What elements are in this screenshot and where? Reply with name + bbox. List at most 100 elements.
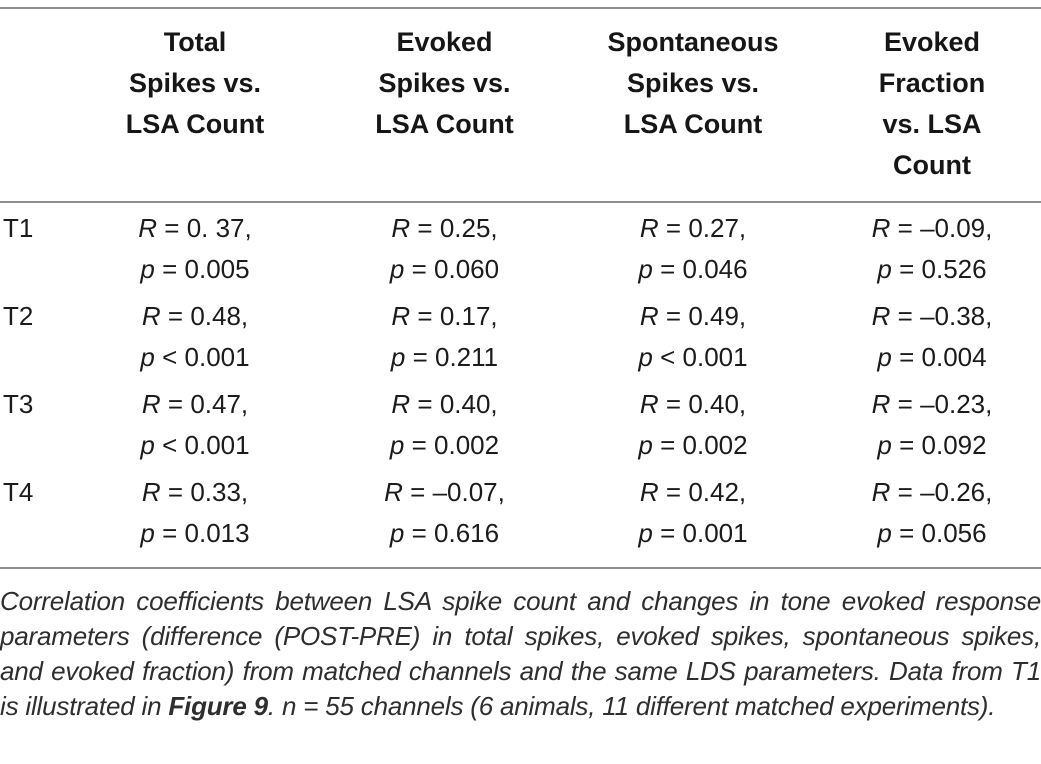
table-cell: R = 0.40, p = 0.002 [326, 379, 563, 467]
table-cell: R = 0.25, p = 0.060 [326, 202, 563, 291]
column-header-evoked-spikes: Evoked Spikes vs. LSA Count [326, 8, 563, 203]
r-line: R = 0.25, [326, 208, 563, 249]
r-symbol: R [639, 389, 659, 419]
correlation-table: Total Spikes vs. LSA Count Evoked Spikes… [0, 7, 1041, 569]
p-line: p < 0.001 [563, 337, 823, 378]
r-value: = 0.25, [417, 213, 498, 243]
r-symbol: R [639, 213, 659, 243]
r-value: = 0.40, [417, 389, 498, 419]
r-line: R = 0.40, [326, 384, 563, 425]
p-value: = 0.004 [899, 342, 987, 372]
table-row-t4: T4 R = 0.33, p = 0.013 R = –0.07, p = 0.616 … [0, 467, 1041, 568]
p-line: p = 0.211 [326, 337, 563, 378]
table-cell: R = 0. 37, p = 0.005 [64, 202, 326, 291]
r-line: R = 0.49, [563, 296, 823, 337]
r-symbol: R [639, 477, 659, 507]
column-header-spontaneous-spikes: Spontaneous Spikes vs. LSA Count [563, 8, 823, 203]
r-symbol: R [391, 213, 411, 243]
r-line: R = 0.40, [563, 384, 823, 425]
r-value: = –0.09, [897, 213, 993, 243]
p-value: = 0.013 [162, 518, 250, 548]
p-value: = 0.002 [411, 430, 500, 460]
paper-table-figure: Total Spikes vs. LSA Count Evoked Spikes… [0, 7, 1041, 724]
table-cell: R = –0.23, p = 0.092 [823, 379, 1041, 467]
caption-text-part2: . n = 55 channels (6 animals, 11 differe… [267, 691, 996, 721]
r-symbol: R [384, 477, 403, 507]
p-value: < 0.001 [162, 342, 250, 372]
r-value: = –0.07, [410, 477, 505, 507]
caption-text-part1: Correlation coefficients between LSA spi… [0, 586, 1041, 721]
p-line: p = 0.002 [563, 425, 823, 466]
r-symbol: R [138, 213, 158, 243]
table-cell: R = 0.48, p < 0.001 [64, 291, 326, 379]
p-value: = 0.616 [411, 518, 500, 548]
r-value: = 0.47, [167, 389, 249, 419]
r-value: = 0.17, [417, 301, 498, 331]
p-line: p = 0.526 [823, 249, 1041, 290]
p-symbol: p [140, 342, 155, 372]
r-value: = –0.23, [897, 389, 993, 419]
r-line: R = –0.26, [823, 472, 1041, 513]
r-line: R = 0.27, [563, 208, 823, 249]
p-value: = 0.060 [411, 254, 500, 284]
table-cell: R = 0.40, p = 0.002 [563, 379, 823, 467]
p-line: p = 0.056 [823, 513, 1041, 554]
p-value: < 0.001 [660, 342, 748, 372]
p-symbol: p [877, 518, 892, 548]
r-value: = 0.49, [665, 301, 747, 331]
p-line: p = 0.002 [326, 425, 563, 466]
p-value: = 0.046 [660, 254, 748, 284]
p-value: = 0.092 [899, 430, 987, 460]
row-label-header [0, 8, 64, 203]
table-cell: R = –0.07, p = 0.616 [326, 467, 563, 568]
row-label: T1 [3, 213, 34, 243]
table-cell: R = –0.09, p = 0.526 [823, 202, 1041, 291]
table-cell: R = 0.49, p < 0.001 [563, 291, 823, 379]
row-label: T4 [3, 477, 34, 507]
r-line: R = –0.07, [326, 472, 563, 513]
table-row-t3: T3 R = 0.47, p < 0.001 R = 0.40, p = 0.002 R… [0, 379, 1041, 467]
table-cell: R = 0.42, p = 0.001 [563, 467, 823, 568]
r-symbol: R [871, 389, 891, 419]
r-line: R = –0.38, [823, 296, 1041, 337]
p-value: = 0.526 [899, 254, 987, 284]
r-line: R = 0.42, [563, 472, 823, 513]
r-symbol: R [141, 301, 161, 331]
p-line: p = 0.005 [64, 249, 326, 290]
table-cell: R = 0.17, p = 0.211 [326, 291, 563, 379]
table-cell: R = 0.33, p = 0.013 [64, 467, 326, 568]
r-symbol: R [871, 301, 891, 331]
p-value: = 0.056 [899, 518, 987, 548]
p-symbol: p [877, 342, 892, 372]
r-symbol: R [639, 301, 659, 331]
r-symbol: R [141, 389, 161, 419]
r-value: = 0.42, [665, 477, 747, 507]
r-line: R = –0.09, [823, 208, 1041, 249]
p-symbol: p [638, 518, 653, 548]
r-value: = 0.40, [665, 389, 747, 419]
p-symbol: p [877, 254, 892, 284]
header-row: Total Spikes vs. LSA Count Evoked Spikes… [0, 8, 1041, 203]
p-line: p = 0.001 [563, 513, 823, 554]
r-value: = 0.48, [167, 301, 249, 331]
r-symbol: R [871, 477, 891, 507]
p-line: p = 0.004 [823, 337, 1041, 378]
r-value: = 0.27, [665, 213, 747, 243]
p-line: p = 0.013 [64, 513, 326, 554]
r-value: = 0. 37, [164, 213, 252, 243]
r-value: = 0.33, [167, 477, 249, 507]
r-symbol: R [141, 477, 161, 507]
p-symbol: p [877, 430, 892, 460]
r-symbol: R [391, 389, 411, 419]
p-value: = 0.005 [162, 254, 250, 284]
p-symbol: p [389, 430, 405, 460]
r-value: = –0.38, [897, 301, 993, 331]
p-value: < 0.001 [162, 430, 250, 460]
p-line: p = 0.046 [563, 249, 823, 290]
table-row-t2: T2 R = 0.48, p < 0.001 R = 0.17, p = 0.211 R… [0, 291, 1041, 379]
row-label: T2 [3, 301, 34, 331]
table-caption: Correlation coefficients between LSA spi… [0, 584, 1041, 724]
p-line: p < 0.001 [64, 337, 326, 378]
row-label: T3 [3, 389, 34, 419]
p-symbol: p [638, 342, 653, 372]
